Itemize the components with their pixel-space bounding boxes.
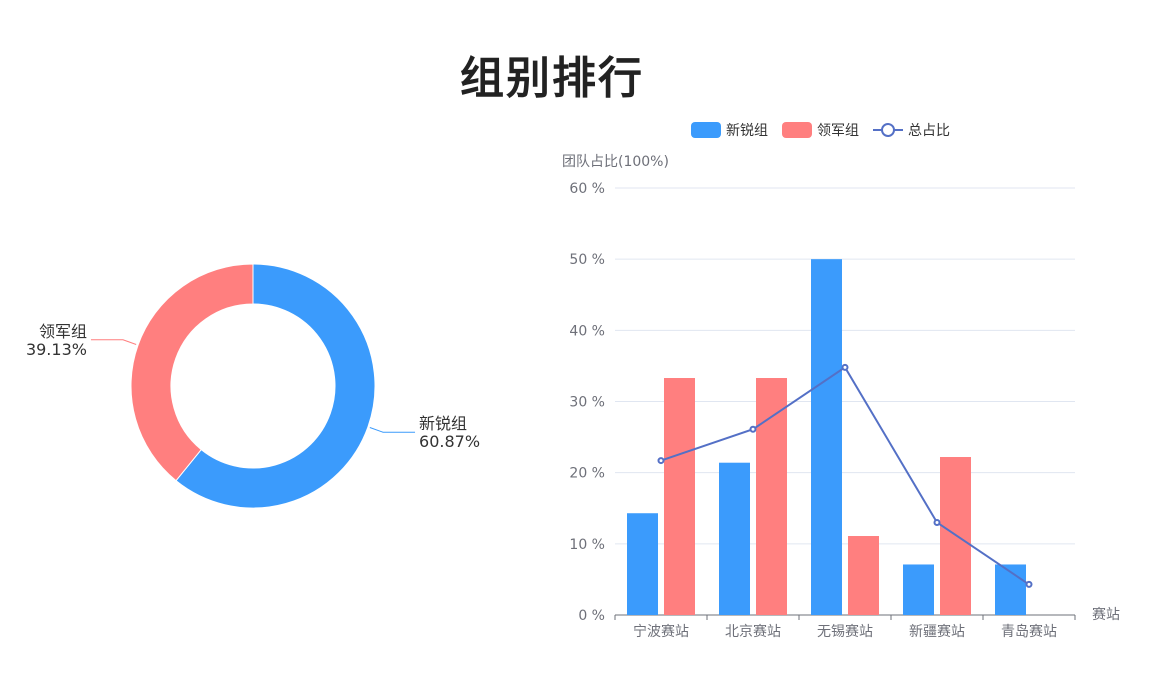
- y-tick-label: 50 %: [569, 252, 605, 268]
- legend-line-marker: [881, 123, 895, 137]
- legend-label[interactable]: 领军组: [817, 123, 859, 139]
- donut-slice[interactable]: [130, 263, 254, 482]
- label-leader-line: [90, 339, 137, 345]
- x-axis-title: 赛站: [1092, 607, 1120, 623]
- y-tick-label: 0 %: [578, 608, 605, 624]
- y-tick-label: 60 %: [569, 181, 605, 197]
- line-point[interactable]: [1025, 580, 1033, 588]
- legend-label[interactable]: 总占比: [908, 123, 950, 139]
- bar[interactable]: [811, 259, 842, 615]
- x-tick-label: 无锡赛站: [817, 624, 873, 640]
- y-tick-label: 20 %: [569, 466, 605, 482]
- total-ratio-line: [660, 365, 1030, 586]
- bar[interactable]: [756, 378, 787, 615]
- x-tick-label: 青岛赛站: [1001, 624, 1057, 640]
- x-tick-label: 宁波赛站: [633, 623, 689, 640]
- bar[interactable]: [903, 564, 934, 615]
- y-tick-label: 10 %: [569, 537, 605, 553]
- slice-percent-label: 60.87%: [419, 432, 480, 451]
- label-leader-line: [369, 427, 416, 433]
- donut-slice[interactable]: [175, 263, 376, 509]
- y-tick-label: 30 %: [569, 395, 605, 411]
- slice-name-label: 新锐组: [419, 414, 467, 433]
- slice-name-label: 领军组: [39, 322, 87, 341]
- line-point[interactable]: [657, 457, 665, 465]
- legend-swatch[interactable]: [691, 122, 721, 138]
- bar[interactable]: [848, 536, 879, 615]
- bar[interactable]: [664, 378, 695, 615]
- x-tick-label: 北京赛站: [725, 624, 781, 640]
- y-tick-label: 40 %: [569, 323, 605, 339]
- page-title: 组别排行: [460, 53, 644, 104]
- legend-swatch[interactable]: [782, 122, 812, 138]
- y-axis-title: 团队占比(100%): [562, 154, 669, 170]
- slice-percent-label: 39.13%: [26, 340, 87, 359]
- legend-label[interactable]: 新锐组: [726, 123, 768, 139]
- line-point[interactable]: [841, 363, 849, 371]
- x-tick-label: 新疆赛站: [909, 624, 965, 640]
- line-point[interactable]: [749, 425, 757, 433]
- line-point[interactable]: [933, 518, 941, 526]
- bar[interactable]: [719, 462, 750, 615]
- bar[interactable]: [627, 513, 658, 615]
